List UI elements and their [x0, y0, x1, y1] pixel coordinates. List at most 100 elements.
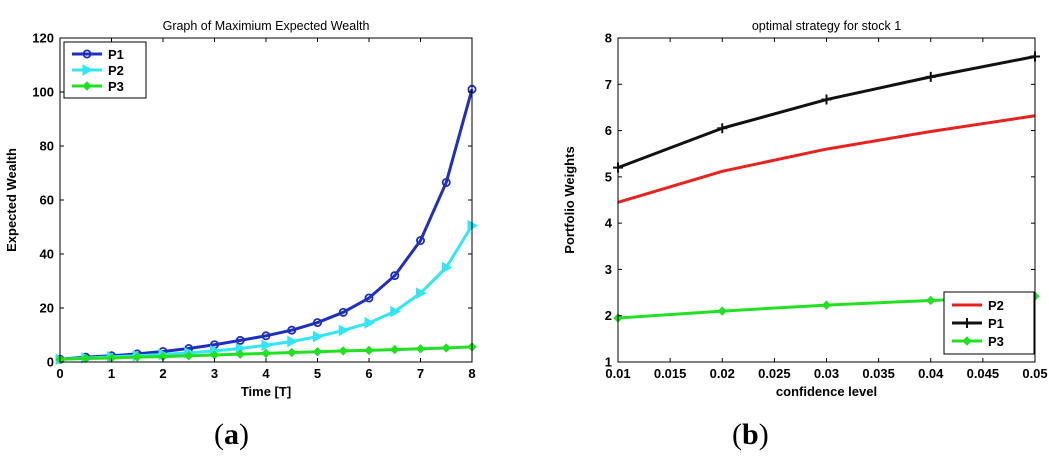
data-point — [364, 293, 374, 303]
caption-b-letter: b — [742, 418, 759, 451]
legend-label: P3 — [108, 79, 124, 94]
x-tick-label: 0.02 — [710, 366, 735, 381]
data-point — [312, 347, 323, 357]
x-tick-label: 0.015 — [654, 366, 687, 381]
chart-a: Graph of Maximium Expected Wealth 0 1 2 3 4 5 6… — [4, 19, 479, 399]
data-point — [338, 346, 348, 356]
y-tick-label: 3 — [605, 262, 612, 277]
data-point — [364, 317, 376, 329]
x-tick-label: 0.035 — [862, 366, 895, 381]
data-point — [415, 235, 425, 245]
y-tick-label: 1 — [605, 355, 612, 370]
data-point — [184, 351, 194, 361]
series-P2 — [617, 114, 1036, 204]
data-point — [441, 261, 453, 274]
data-point — [390, 344, 400, 355]
y-tick-label: 2 — [605, 308, 612, 323]
y-tick-label: 6 — [605, 123, 612, 138]
data-point — [390, 271, 400, 281]
x-tick-label: 4 — [262, 366, 270, 381]
legend-marker — [82, 64, 94, 76]
x-tick-label: 0.04 — [918, 366, 944, 381]
series-P1 — [55, 84, 477, 364]
x-axis-label: Time [T] — [241, 384, 291, 399]
legend-marker — [962, 336, 972, 346]
y-tick-label: 20 — [40, 301, 54, 316]
data-point — [287, 347, 297, 358]
chart-title: optimal strategy for stock 1 — [752, 19, 901, 33]
series-P3 — [55, 342, 477, 365]
chart-title: Graph of Maximium Expected Wealth — [163, 19, 370, 33]
y-tick-label: 4 — [605, 216, 613, 231]
data-point — [313, 330, 324, 343]
data-point — [441, 343, 451, 353]
legend-item-P1: P1 — [952, 316, 1004, 331]
series-line — [617, 114, 1036, 204]
data-point — [441, 177, 451, 187]
legend-marker — [82, 81, 92, 91]
y-tick-label: 100 — [32, 85, 54, 100]
legend-label: P3 — [988, 334, 1004, 349]
y-tick-label: 60 — [40, 193, 54, 208]
y-tick-label: 80 — [40, 139, 54, 154]
data-point — [235, 335, 245, 345]
x-tick-label: 1 — [108, 366, 115, 381]
x-tick-label: 0.045 — [967, 366, 1000, 381]
x-tick-label: 3 — [211, 366, 218, 381]
x-tick-label: 0 — [56, 366, 63, 381]
y-tick-label: 0 — [47, 355, 54, 370]
legend-item-P3: P3 — [952, 334, 1004, 349]
data-point — [338, 307, 348, 317]
legend: P2 P1 P3 — [943, 291, 1035, 355]
caption-b: (b) — [732, 418, 769, 451]
data-point — [338, 324, 350, 337]
y-tick-label: 8 — [605, 31, 612, 46]
legend-item-P2: P2 — [952, 298, 1004, 313]
data-point — [364, 345, 374, 356]
legend-item-P3: P3 — [72, 79, 124, 94]
legend-label: P2 — [988, 298, 1004, 313]
data-point — [287, 335, 298, 348]
data-point — [261, 348, 271, 359]
x-axis-label: confidence level — [776, 384, 877, 399]
data-point — [312, 318, 322, 328]
y-tick-label: 5 — [605, 169, 612, 184]
x-tick-label: 0.01 — [605, 366, 630, 381]
data-point — [415, 344, 426, 354]
x-tick-label: 7 — [417, 366, 424, 381]
y-axis-label: Expected Wealth — [4, 148, 19, 252]
data-point — [717, 123, 728, 134]
series-line — [617, 55, 1036, 170]
data-point — [132, 352, 142, 362]
data-point — [821, 94, 832, 105]
data-point — [926, 295, 936, 306]
legend-item-P2: P2 — [72, 63, 124, 78]
data-point — [416, 287, 427, 299]
y-tick-label: 40 — [40, 247, 54, 262]
series-P1 — [613, 51, 1040, 173]
x-tick-label: 0.03 — [814, 366, 839, 381]
series-line — [59, 88, 474, 361]
legend-marker — [962, 318, 972, 328]
legend-label: P2 — [108, 63, 124, 78]
x-tick-label: 5 — [314, 366, 321, 381]
series-P2 — [55, 219, 479, 366]
legend-marker — [82, 49, 92, 59]
x-tick-label: 8 — [468, 366, 475, 381]
x-tick-label: 0.05 — [1022, 366, 1047, 381]
data-point — [925, 71, 936, 82]
x-tick-label: 0.025 — [758, 366, 791, 381]
x-tick-label: 6 — [365, 366, 372, 381]
legend-item-P1: P1 — [72, 47, 124, 62]
caption-a-letter: a — [224, 418, 239, 451]
legend-label: P1 — [108, 47, 124, 62]
data-point — [235, 349, 245, 359]
data-point — [390, 305, 401, 318]
data-point — [717, 306, 727, 316]
data-point — [821, 300, 832, 310]
y-tick-label: 120 — [32, 31, 54, 46]
y-axis-label: Portfolio Weights — [562, 146, 577, 253]
data-point — [261, 331, 271, 341]
data-point — [261, 339, 273, 352]
